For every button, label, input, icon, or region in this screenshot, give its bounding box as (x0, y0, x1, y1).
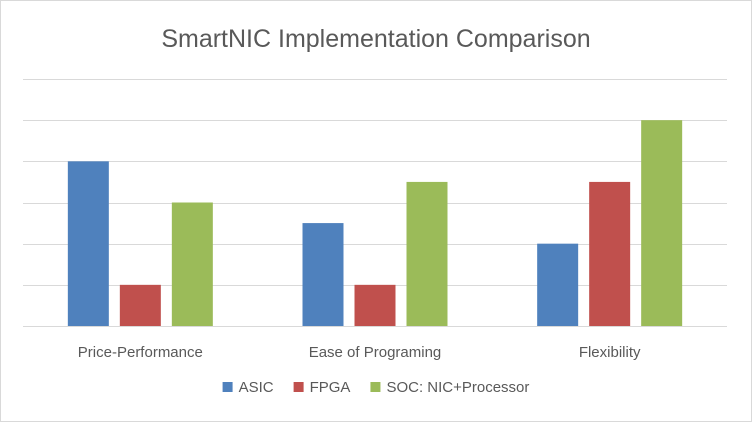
bar-asic-ease-of-programing (302, 223, 344, 326)
legend-label-soc-nic-processor: SOC: NIC+Processor (386, 379, 529, 396)
legend: ASIC FPGA SOC: NIC+Processor (222, 379, 529, 396)
bars (67, 120, 683, 327)
bar-soc-nic-processor-ease-of-programing (406, 181, 448, 326)
bar-fpga-price-performance (119, 284, 161, 326)
legend-swatch-soc-nic-processor (370, 382, 381, 392)
bar-soc-nic-processor-price-performance (171, 202, 213, 326)
bar-fpga-ease-of-programing (354, 284, 396, 326)
chart-title: SmartNIC Implementation Comparison (161, 25, 590, 53)
x-tick-label: Ease of Programing (309, 344, 442, 361)
legend-swatch-fpga (293, 382, 304, 392)
x-tick-labels: Price-Performance Ease of Programing Flexi… (78, 344, 641, 361)
x-tick-label: Flexibility (579, 344, 641, 361)
legend-swatch-asic (222, 382, 233, 392)
bar-asic-flexibility (537, 243, 579, 326)
bar-soc-nic-processor-flexibility (641, 120, 683, 327)
bar-fpga-flexibility (589, 181, 631, 326)
legend-label-fpga: FPGA (310, 379, 351, 396)
x-tick-label: Price-Performance (78, 344, 203, 361)
legend-label-asic: ASIC (239, 379, 274, 396)
bar-asic-price-performance (67, 161, 109, 326)
